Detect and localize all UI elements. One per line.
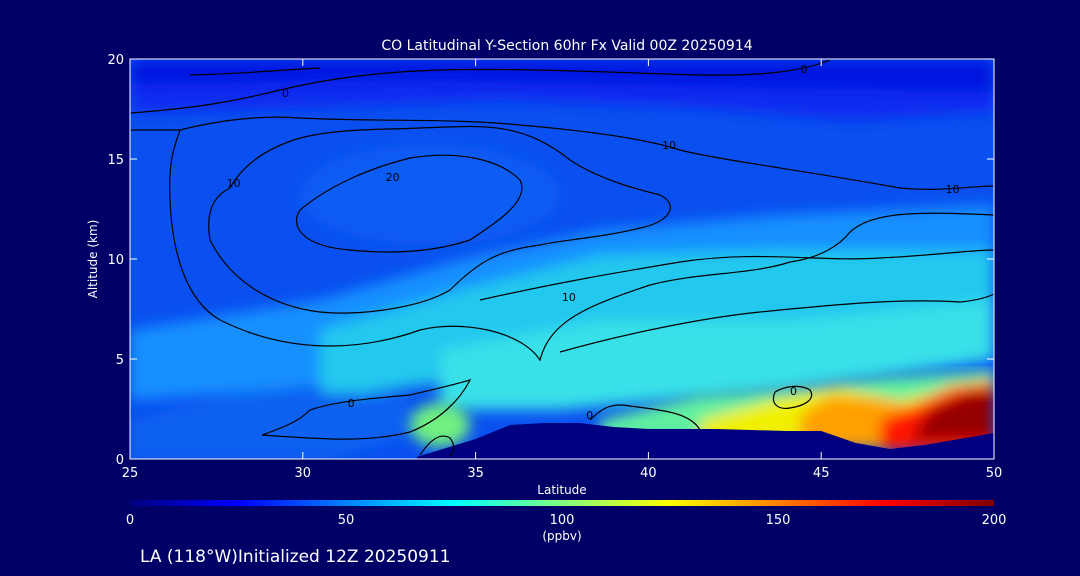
y-tick-label-1: 5: [116, 353, 124, 368]
contour-label-3: 10: [227, 177, 241, 190]
contour-label-6: 10: [946, 183, 960, 196]
lower-cyan-band: [440, 300, 994, 410]
footer-initialization: LA (118°W)Initialized 12Z 20250911: [140, 547, 450, 567]
contour-0-terrain-left: [419, 435, 455, 457]
contour-10-mid-right: [479, 249, 994, 301]
contour-label-2: 10: [662, 139, 676, 152]
x-tick-label-0: 25: [122, 466, 139, 481]
y-tick-label-3: 15: [107, 153, 124, 168]
contour-0-right-bump: [772, 385, 813, 409]
lower-left-cool: [130, 390, 430, 459]
x-axis-label: Latitude: [537, 483, 586, 497]
contour-label-1: 0: [800, 63, 807, 76]
y-axis-label: Altitude (km): [86, 220, 100, 299]
colorbar-tick-label-0: 0: [126, 513, 134, 528]
colorbar: [130, 500, 994, 506]
co-field: [130, 59, 994, 459]
pollution-plume: [410, 370, 994, 450]
contour-10-inner: [208, 125, 671, 314]
contour-label-4: 20: [386, 171, 400, 184]
colorbar-tick-label-2: 100: [550, 513, 575, 528]
upper-core: [300, 145, 560, 245]
x-tick-label-2: 35: [467, 466, 484, 481]
x-tick-label-1: 30: [295, 466, 312, 481]
contour-lines: [130, 59, 994, 457]
axes: 25 30 35 40 45 50 0 5 10 15 20: [107, 53, 1002, 481]
contour-10-upper-right: [179, 116, 994, 190]
contour-label-8: 0: [586, 409, 593, 422]
colorbar-label: (ppbv): [542, 529, 581, 543]
colorbar-ticks: 0 50 100 150 200: [126, 513, 1007, 528]
contour-label-5: 10: [562, 291, 576, 304]
x-tick-label-5: 50: [986, 466, 1003, 481]
y-tick-label-2: 10: [107, 253, 124, 268]
contour-0-lower-left: [261, 379, 472, 440]
terrain-mask: [416, 423, 994, 459]
contour-20: [295, 154, 523, 253]
y-tick-label-4: 20: [107, 53, 124, 68]
colorbar-tick-label-3: 150: [766, 513, 791, 528]
contour-0-terrain-mid: [589, 404, 701, 431]
colorbar-tick-label-1: 50: [338, 513, 355, 528]
plume-green-small: [410, 403, 470, 447]
y-tick-label-0: 0: [116, 453, 124, 468]
colorbar-tick-label-4: 200: [982, 513, 1007, 528]
plot-area: 0 0 10 10 20 10 10 0 0 0: [130, 59, 994, 459]
contour-labels: 0 0 10 10 20 10 10 0 0 0: [227, 63, 960, 422]
x-tick-label-4: 45: [813, 466, 830, 481]
top-dark-band: [130, 59, 994, 92]
contour-label-0: 0: [282, 87, 289, 100]
contour-10-outer: [130, 129, 994, 362]
chart-title: CO Latitudinal Y-Section 60hr Fx Valid 0…: [381, 38, 752, 54]
contour-0-top-left: [189, 67, 321, 76]
contour-0-upper: [130, 59, 831, 114]
contour-label-9: 0: [790, 385, 797, 398]
x-tick-label-3: 40: [640, 466, 657, 481]
contour-label-7: 0: [348, 397, 355, 410]
plume-darkred: [910, 392, 994, 440]
contour-0-lower-right: [559, 293, 994, 353]
